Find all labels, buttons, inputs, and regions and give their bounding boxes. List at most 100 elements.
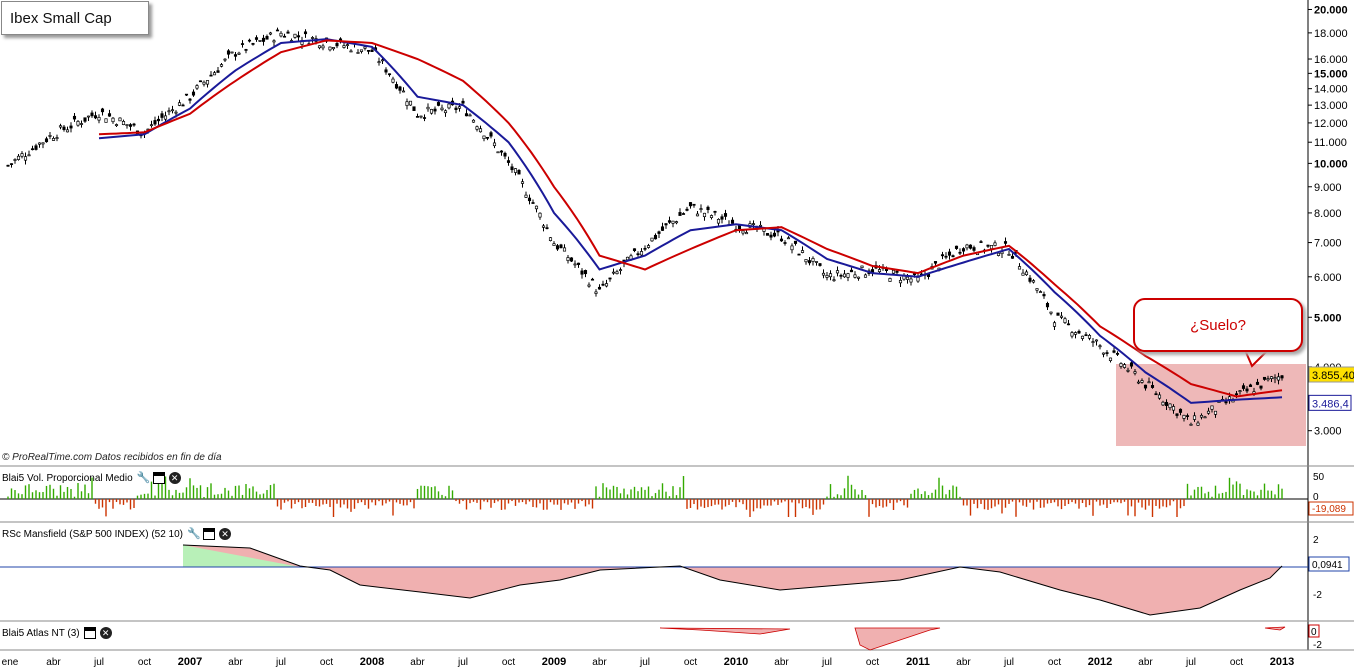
volume-bar xyxy=(770,499,772,506)
candle-body xyxy=(713,210,717,213)
volume-bar xyxy=(1046,499,1049,504)
volume-bar xyxy=(476,499,478,503)
candle-body xyxy=(128,124,133,127)
volume-bar xyxy=(80,491,83,499)
candle-body xyxy=(636,253,640,256)
wrench-icon[interactable]: 🔧 xyxy=(136,472,151,484)
candle-body xyxy=(1238,390,1242,392)
volume-bar xyxy=(626,494,629,499)
volume-bar xyxy=(836,494,839,499)
volume-bar xyxy=(98,499,100,509)
volume-bar xyxy=(633,486,636,499)
volume-bar xyxy=(248,488,251,499)
volume-bar xyxy=(987,499,989,510)
candle-body xyxy=(356,52,360,54)
candle-body xyxy=(667,220,672,223)
candle-body xyxy=(198,80,203,83)
window-icon[interactable] xyxy=(203,528,216,540)
volume-bar xyxy=(511,499,513,502)
candle-body xyxy=(996,252,1001,256)
candle-body xyxy=(1203,416,1207,419)
candle-body xyxy=(345,44,350,46)
volume-bar xyxy=(507,499,510,504)
y-tick-label: 16.000 xyxy=(1314,54,1348,66)
volume-bar xyxy=(154,495,156,499)
candle-body xyxy=(293,33,297,38)
candle-body xyxy=(877,269,882,273)
candle-body xyxy=(853,274,857,278)
x-tick-label: abr xyxy=(1138,657,1153,668)
candle-body xyxy=(62,126,66,130)
candle-body xyxy=(1206,410,1211,414)
candle-body xyxy=(426,106,430,110)
atlas-area xyxy=(854,627,941,651)
volume-bar xyxy=(1099,499,1101,506)
candle-body xyxy=(594,291,598,294)
volume-bar xyxy=(595,486,597,499)
volume-bar xyxy=(535,499,538,508)
candle-body xyxy=(408,100,413,106)
window-icon[interactable] xyxy=(83,627,96,639)
volume-bar xyxy=(556,499,559,505)
candle-body xyxy=(846,273,850,278)
candle-body xyxy=(405,101,409,106)
volume-bar xyxy=(31,492,34,499)
candle-body xyxy=(709,215,714,218)
volume-bar xyxy=(94,499,97,504)
candle-body xyxy=(1276,376,1281,381)
candle-body xyxy=(940,254,945,257)
candle-body xyxy=(818,263,822,266)
candle-body xyxy=(359,49,364,52)
volume-bar xyxy=(1204,493,1206,499)
candle-body xyxy=(811,258,815,262)
x-tick-label: abr xyxy=(592,657,607,668)
volume-bar xyxy=(539,499,541,504)
volume-bar xyxy=(763,499,765,506)
volume-bar xyxy=(826,496,828,499)
volume-bar xyxy=(276,499,279,507)
volume-bar xyxy=(1162,499,1164,507)
volume-bar xyxy=(1218,493,1220,499)
candle-body xyxy=(100,108,105,113)
volume-bar xyxy=(105,499,107,517)
close-icon[interactable]: ✕ xyxy=(168,472,181,484)
x-tick-label: jul xyxy=(639,657,650,668)
volume-bar xyxy=(168,489,170,499)
volume-bar xyxy=(521,499,524,503)
candle-body xyxy=(933,261,938,264)
volume-bar xyxy=(1130,499,1133,507)
volume-bar xyxy=(1074,499,1077,504)
volume-bar xyxy=(647,486,650,499)
wrench-icon[interactable]: 🔧 xyxy=(187,528,201,540)
volume-bar xyxy=(332,499,335,517)
volume-bar xyxy=(493,499,496,504)
candle-body xyxy=(1248,384,1253,388)
volume-bar xyxy=(350,499,352,512)
volume-bar xyxy=(308,499,310,503)
candle-body xyxy=(968,244,973,249)
candle-body xyxy=(534,205,539,210)
candle-body xyxy=(177,102,182,106)
close-icon[interactable]: ✕ xyxy=(219,528,232,540)
volume-bar xyxy=(752,499,755,512)
candle-body xyxy=(1280,375,1284,379)
volume-bar xyxy=(157,483,160,499)
volume-bar xyxy=(364,499,366,506)
volume-bar xyxy=(336,499,338,504)
candle-body xyxy=(83,117,87,122)
volume-bar xyxy=(889,499,891,504)
candle-body xyxy=(660,226,665,231)
candle-body xyxy=(97,117,101,121)
volume-bar xyxy=(325,499,328,504)
volume-bar xyxy=(973,499,975,504)
candle-body xyxy=(947,251,952,256)
candle-body xyxy=(216,70,220,73)
candle-body xyxy=(531,202,535,204)
candle-body xyxy=(1185,415,1190,417)
candle-body xyxy=(569,257,574,262)
volume-bar xyxy=(287,499,289,502)
window-icon[interactable] xyxy=(152,472,165,484)
volume-bar xyxy=(843,488,846,499)
close-icon[interactable]: ✕ xyxy=(99,627,112,639)
x-tick-label: 2011 xyxy=(906,656,930,668)
